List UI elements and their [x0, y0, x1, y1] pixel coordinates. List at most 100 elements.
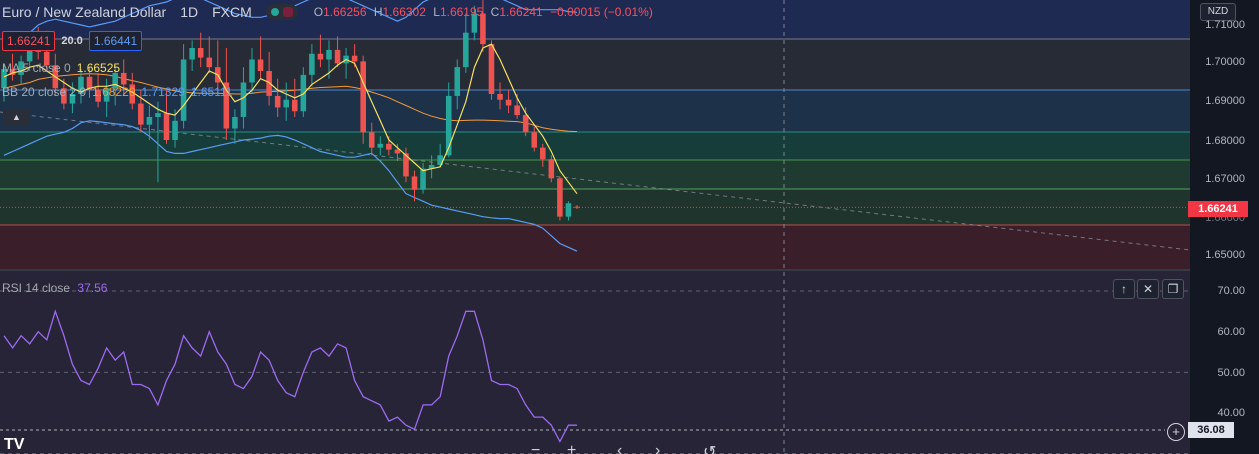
interval-label[interactable]: 1D — [180, 4, 199, 20]
candle-body — [548, 159, 555, 179]
candle — [206, 36, 213, 73]
candle — [428, 155, 435, 179]
plus-circle-icon: + — [1172, 424, 1180, 439]
rsi-value: 37.56 — [77, 281, 108, 295]
candle — [180, 44, 187, 129]
collapse-legend-button[interactable]: ▲ — [3, 109, 30, 126]
symbol-name[interactable]: Euro / New Zealand Dollar — [2, 4, 167, 20]
candle-body — [505, 99, 512, 106]
market-status[interactable] — [265, 4, 298, 20]
candle-body — [437, 155, 443, 165]
chevron-up-double-icon: ▲ — [12, 112, 21, 122]
bb-upper-value: 1.71329 — [141, 85, 185, 99]
candle — [334, 36, 341, 68]
close-pane-button[interactable]: ✕ — [1137, 279, 1159, 299]
candle — [531, 126, 538, 152]
reset-icon: ↺ — [703, 444, 717, 454]
candle-body — [463, 32, 469, 68]
candle-body — [540, 147, 546, 160]
scroll-right-button[interactable]: › — [655, 442, 660, 454]
zoom-out-button[interactable]: − — [531, 442, 540, 454]
candle — [360, 55, 366, 144]
candle-body — [454, 67, 461, 96]
minus-icon: − — [531, 442, 541, 454]
rsi-pane-background — [0, 270, 1190, 454]
candle — [189, 40, 195, 71]
candle-body — [445, 95, 452, 156]
candle — [505, 90, 512, 114]
exchange-label: FXCM — [212, 4, 252, 20]
price-axis-background — [1190, 0, 1259, 454]
candle-body — [249, 59, 255, 83]
candle-body — [78, 76, 84, 94]
tradingview-logo[interactable]: TV — [4, 436, 25, 453]
candle — [61, 78, 67, 110]
candle — [1, 63, 7, 102]
move-pane-up-button[interactable]: ↑ — [1113, 279, 1135, 299]
change-value: −0.00015 (−0.01%) — [550, 5, 653, 19]
candle — [368, 122, 375, 156]
candle — [420, 163, 426, 194]
candle-body — [386, 143, 392, 150]
bb-basis-line — [3, 73, 578, 133]
candle — [565, 201, 572, 221]
candle-body — [309, 53, 315, 75]
candle — [454, 59, 461, 110]
candle — [223, 48, 230, 140]
zone-band — [0, 132, 1190, 160]
close-label: C — [490, 5, 500, 19]
candle — [197, 32, 204, 68]
candle-body — [232, 117, 238, 129]
rsi-legend[interactable]: RSI 14 close 37.56 — [2, 281, 107, 295]
chevron-right-icon: › — [655, 442, 661, 454]
candle — [557, 176, 563, 221]
market-open-icon — [270, 8, 279, 16]
candle-body — [283, 99, 290, 108]
candle — [9, 53, 16, 81]
current-price-tag: 1.66241 — [1188, 201, 1248, 217]
candle-body — [146, 117, 153, 125]
candle-body — [103, 88, 110, 102]
zoom-in-button[interactable]: + — [567, 442, 576, 454]
high-label: H — [373, 5, 383, 19]
candle-body — [163, 113, 170, 140]
ma-legend[interactable]: MA 5 close 0 1.66525 — [2, 61, 120, 75]
buy-button[interactable]: 1.66441 — [88, 31, 143, 51]
reset-chart-button[interactable]: ↺ — [703, 442, 716, 454]
price-axis-label: 1.71000 — [1205, 19, 1245, 31]
candle — [445, 82, 452, 158]
candle — [155, 101, 161, 183]
candle — [18, 55, 24, 85]
candle-body — [197, 48, 204, 58]
bb-legend[interactable]: BB 20 close 2 0 1.68220 1.71329 1.65111 — [2, 85, 232, 99]
candle-body — [420, 168, 426, 190]
candle — [129, 72, 136, 110]
zone-band — [0, 160, 1190, 189]
price-axis-label: 1.69000 — [1205, 95, 1245, 107]
maximize-pane-button[interactable]: ❐ — [1162, 279, 1184, 299]
spread-value: 20.0 — [61, 35, 83, 47]
candle-body — [334, 49, 341, 64]
candle-body — [565, 203, 572, 217]
candle — [283, 82, 290, 121]
candle-body — [531, 132, 538, 148]
candle — [163, 90, 170, 144]
upper-zone — [0, 0, 1190, 39]
add-alert-button[interactable]: + — [1167, 423, 1185, 441]
rsi-axis-label: 40.00 — [1217, 407, 1245, 419]
candle-body — [138, 103, 144, 125]
candle — [103, 78, 110, 117]
high-value: 1.66302 — [382, 5, 426, 19]
symbol-header: Euro / New Zealand Dollar 1D FXCM O1.662… — [2, 4, 657, 20]
sell-button[interactable]: 1.66241 — [2, 31, 56, 51]
price-axis-label: 1.70000 — [1205, 56, 1245, 68]
scroll-left-button[interactable]: ‹ — [617, 442, 622, 454]
currency-selector[interactable]: NZD — [1200, 3, 1236, 21]
candle-body — [206, 57, 213, 68]
candle — [78, 69, 84, 104]
low-value: 1.66195 — [439, 5, 484, 19]
candle-body — [26, 48, 33, 62]
ma-value: 1.66525 — [76, 61, 121, 75]
candle — [112, 65, 118, 106]
